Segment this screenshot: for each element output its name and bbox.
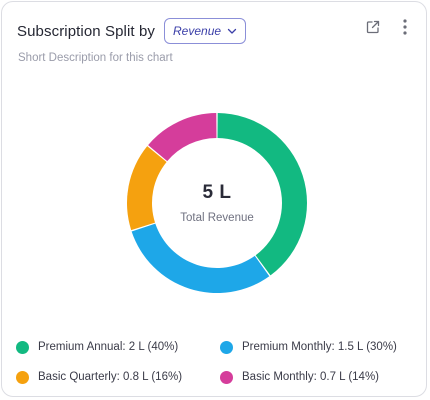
- legend-item-premium-annual: Premium Annual: 2 L (40%): [16, 338, 178, 356]
- card-header: Subscription Split by Revenue: [17, 18, 247, 44]
- legend-swatch: [220, 370, 233, 384]
- donut-slice-premium-monthly[interactable]: [131, 223, 270, 293]
- chart-title: Subscription Split by: [17, 22, 156, 40]
- chart-description: Short Description for this chart: [18, 52, 173, 64]
- external-link-icon: [366, 20, 380, 34]
- export-button[interactable]: [364, 18, 382, 36]
- metric-selector[interactable]: Revenue: [164, 18, 247, 44]
- legend-item-basic-monthly: Basic Monthly: 0.7 L (14%): [220, 368, 379, 386]
- legend-label: Premium Annual: 2 L (40%): [38, 341, 179, 353]
- total-value: 5 L: [202, 182, 232, 203]
- donut-chart-svg: [127, 113, 308, 293]
- legend-swatch: [16, 340, 29, 354]
- more-vertical-icon: [403, 19, 407, 35]
- legend-swatch: [16, 370, 29, 384]
- total-label: Total Revenue: [180, 212, 254, 224]
- donut-slice-premium-annual[interactable]: [217, 113, 308, 276]
- legend-item-premium-monthly: Premium Monthly: 1.5 L (30%): [220, 338, 397, 356]
- legend-label: Basic Monthly: 0.7 L (14%): [242, 371, 379, 383]
- legend-label: Premium Monthly: 1.5 L (30%): [242, 341, 397, 353]
- legend-item-basic-quarterly: Basic Quarterly: 0.8 L (16%): [16, 368, 182, 386]
- chevron-down-icon: [227, 28, 237, 34]
- metric-selector-value: Revenue: [173, 24, 222, 38]
- more-options-button[interactable]: [396, 18, 414, 36]
- legend-swatch: [220, 340, 233, 354]
- donut-slice-basic-monthly[interactable]: [148, 113, 217, 162]
- donut-chart: 5 L Total Revenue: [126, 112, 308, 294]
- donut-slice-basic-quarterly[interactable]: [127, 146, 167, 231]
- legend-label: Basic Quarterly: 0.8 L (16%): [38, 371, 183, 383]
